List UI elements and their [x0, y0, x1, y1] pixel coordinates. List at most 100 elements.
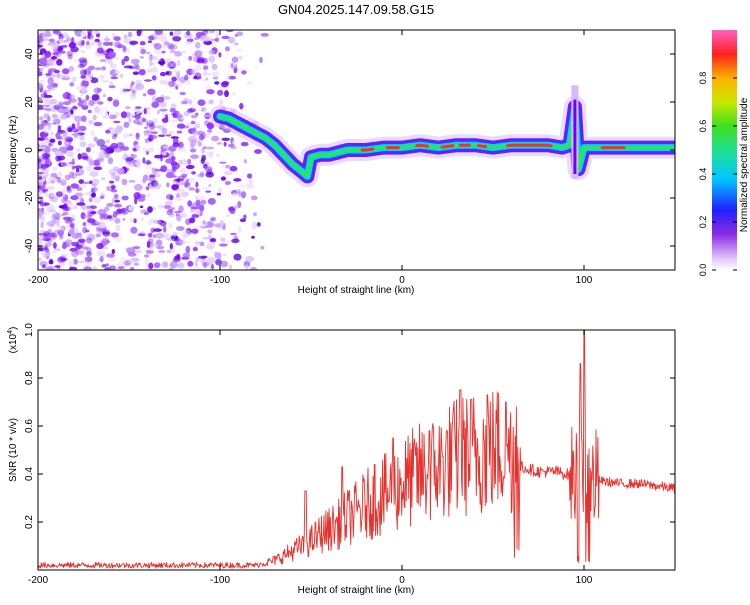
spectrogram-noise-blob	[194, 50, 203, 58]
spectrogram-noise-blob	[78, 195, 83, 201]
spectrogram-noise-blob	[45, 88, 51, 94]
spectrogram-noise-blob	[251, 221, 258, 230]
colorbar-gradient	[712, 30, 737, 270]
spectrogram-noise-blob	[166, 238, 175, 241]
spectrogram-noise-blob	[205, 151, 215, 157]
spectrogram-noise-blob	[169, 260, 178, 269]
spectrogram-noise-blob	[178, 159, 182, 165]
spectrogram-noise-blob	[44, 245, 48, 250]
spectrogram-noise-blob	[62, 92, 72, 100]
spectrogram-noise-blob	[194, 224, 204, 230]
spectrogram-noise-blob	[45, 50, 52, 58]
spectrogram-noise-blob	[53, 104, 60, 110]
spectrogram-noise-blob	[194, 260, 198, 268]
spectrogram-noise-blob	[57, 155, 66, 161]
spectrogram-noise-blob	[167, 168, 172, 174]
spectrogram-noise-blob	[191, 213, 200, 218]
spectrogram-noise-blob	[139, 56, 144, 59]
spectrogram-noise-blob	[38, 158, 42, 164]
spectrogram-noise-blob	[110, 142, 118, 150]
spectrogram-noise-blob	[42, 156, 49, 160]
spectrogram-noise-blob	[177, 147, 187, 153]
spectrogram-noise-blob	[181, 256, 190, 260]
spectrogram-noise-blob	[203, 146, 207, 150]
spectrogram-noise-blob	[225, 214, 231, 217]
spectrogram-noise-blob	[42, 251, 51, 259]
spectrogram-noise-blob	[125, 247, 135, 251]
spectrogram-x-tick-label: -200	[28, 275, 48, 286]
snr-y-tick-label: 0.2	[24, 515, 35, 529]
spectrogram-noise-blob	[128, 113, 133, 118]
spectrogram-noise-blob	[180, 191, 188, 198]
spectrogram-noise-blob	[51, 250, 57, 254]
spectrogram-noise-blob	[80, 39, 85, 45]
spectrogram-noise-blob	[187, 260, 194, 267]
spectrogram-noise-blob	[77, 153, 82, 160]
spectrogram-noise-blob	[191, 103, 196, 111]
spectrogram-noise-blob	[93, 136, 98, 142]
spectrogram-noise-blob	[59, 255, 67, 262]
spectrogram-noise-blob	[182, 230, 191, 238]
spectrogram-noise-blob	[158, 34, 167, 42]
spectrogram-noise-blob	[52, 52, 59, 56]
spectrogram-noise-blob	[145, 249, 154, 254]
spectrogram-noise-blob	[82, 156, 89, 160]
spectrogram-noise-blob	[238, 55, 243, 60]
spectrogram-noise-blob	[167, 43, 175, 50]
spectrogram-noise-blob	[228, 75, 236, 80]
spectrogram-noise-blob	[143, 212, 149, 215]
spectrogram-noise-blob	[192, 76, 202, 80]
spectrogram-noise-blob	[194, 64, 203, 72]
spectrogram-noise-blob	[146, 240, 151, 248]
spectrogram-noise-blob	[202, 220, 206, 225]
spectrogram-noise-blob	[125, 111, 131, 118]
spectrogram-noise-blob	[43, 126, 51, 134]
spectrogram-noise-blob	[47, 70, 53, 74]
spectrogram-noise-blob	[102, 93, 107, 98]
spectrogram-noise-blob	[172, 231, 178, 236]
spectrogram-noise-blob	[158, 222, 164, 226]
spectrogram-noise-blob	[91, 187, 95, 193]
spectrogram-noise-blob	[152, 170, 158, 175]
spectrogram-noise-blob	[104, 35, 109, 43]
spectrogram-noise-blob	[133, 262, 139, 266]
spectrogram-noise-blob	[38, 174, 43, 178]
spectrogram-noise-blob	[59, 205, 65, 209]
spectrogram-noise-blob	[85, 147, 91, 153]
spectrogram-noise-blob	[111, 185, 116, 190]
spectrogram-noise-blob	[116, 142, 125, 149]
spectrogram-noise-blob	[208, 49, 215, 55]
spectrogram-noise-blob	[191, 171, 196, 175]
spectrogram-noise-blob	[63, 32, 68, 39]
spectrogram-noise-blob	[176, 214, 182, 222]
spectrogram-noise-blob	[148, 55, 157, 61]
spectrogram-noise-blob	[42, 177, 45, 182]
spectrogram-noise-blob	[134, 158, 141, 166]
spectrogram-noise-blob	[212, 76, 219, 80]
spectrogram-noise-blob	[175, 188, 185, 194]
spectrogram-noise-blob	[87, 218, 96, 223]
spectrogram-noise-blob	[43, 119, 48, 124]
spectrogram-noise-blob	[99, 195, 105, 200]
spectrogram-noise-blob	[114, 69, 120, 74]
spectrogram-noise-blob	[147, 88, 156, 96]
spectrogram-noise-blob	[143, 133, 151, 136]
spectrogram-noise-blob	[164, 201, 173, 206]
spectrogram-noise-blob	[71, 172, 77, 180]
spectrogram-noise-blob	[133, 192, 141, 200]
spectrogram-noise-blob	[224, 90, 229, 98]
spectrogram-noise-blob	[83, 69, 88, 76]
spectrogram-noise-blob	[68, 152, 75, 156]
spectrogram-noise-blob	[217, 89, 224, 96]
spectrogram-noise-blob	[177, 77, 181, 82]
spectrogram-noise-blob	[187, 200, 192, 207]
spectrogram-noise-blob	[189, 139, 197, 147]
spectrogram-noise-blob	[90, 77, 99, 84]
spectrogram-noise-blob	[173, 30, 182, 36]
spectrogram-x-axis-label: Height of straight line (km)	[298, 285, 415, 296]
spectrogram-ridge-peak	[440, 144, 455, 149]
spectrogram-noise-blob	[107, 157, 114, 165]
spectrogram-noise-blob	[61, 189, 68, 193]
svg-text:(x104): (x104)	[7, 327, 19, 354]
spectrogram-noise-blob	[76, 202, 86, 206]
